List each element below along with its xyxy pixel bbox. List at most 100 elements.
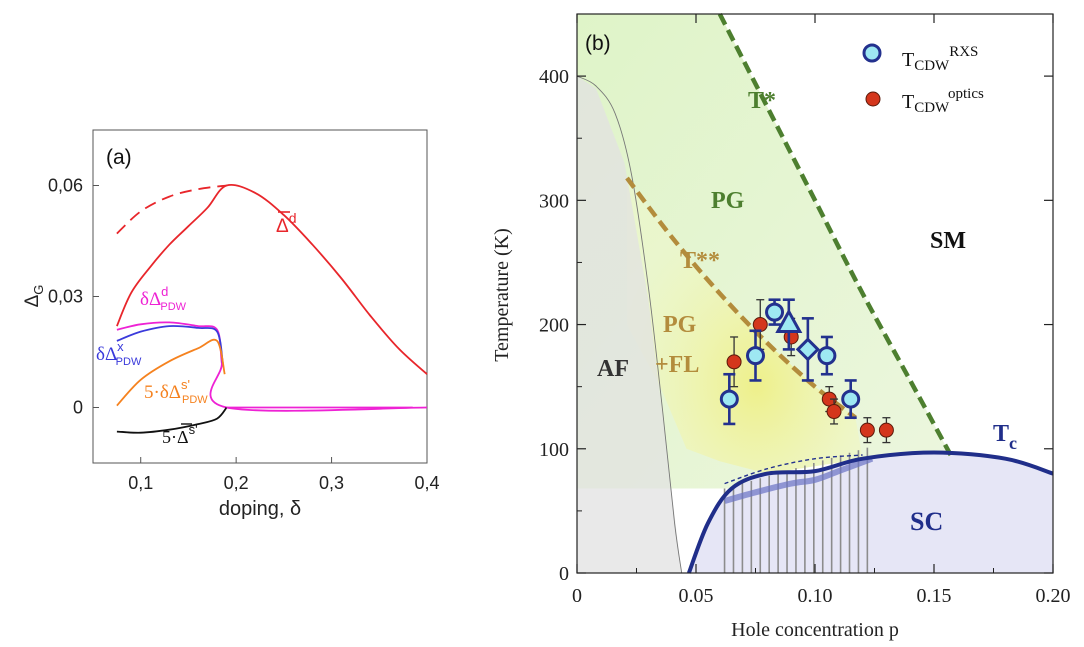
legend-rxs-marker <box>862 43 882 63</box>
panel-a-ylabel-main: Δ <box>22 294 43 307</box>
optics-point <box>726 354 742 370</box>
panel-a-ylabel: ΔG <box>22 285 46 308</box>
legend-optics-main: T <box>902 91 914 113</box>
legend-optics: TCDWoptics <box>902 86 984 116</box>
label-dspdw-main: 5·δΔ <box>144 382 181 403</box>
a-ytick-label-0: 0 <box>73 398 83 418</box>
panel-a-tag: (a) <box>106 146 132 169</box>
panel-a-lines <box>116 183 428 434</box>
optics-point <box>878 422 894 438</box>
region-sm: SM <box>930 228 966 254</box>
rxs-point-triangle <box>775 308 803 334</box>
panel-a-ticks: 0,1 0,2 0,3 0,4 0 0,03 0,06 <box>48 176 440 494</box>
b-xtick-label-4: 0.20 <box>1036 585 1071 607</box>
b-xtick-label-3: 0.15 <box>917 585 952 607</box>
tc-dashed <box>724 454 863 485</box>
label-ddpdw-sup: d <box>161 284 168 299</box>
legend-rxs-sup: RXS <box>949 44 978 60</box>
svg-text:ΔG: ΔG <box>22 285 46 308</box>
a-xtick-label-3: 0,4 <box>414 473 439 493</box>
panel-b-lines <box>625 12 1054 574</box>
optics-point <box>752 317 768 333</box>
legend-rxs: TCDWRXS <box>902 44 978 74</box>
label-dxpdw: δΔx PDW <box>96 339 142 368</box>
af-boundary <box>576 75 683 574</box>
b-ytick-label-3: 300 <box>539 190 569 212</box>
label-delta-d: Δd <box>276 210 297 237</box>
region-tc: Tc <box>993 421 1017 453</box>
b-ytick-label-4: 400 <box>539 66 569 88</box>
panel-b-ylabel: Temperature (K) <box>491 228 513 362</box>
a-series-3 <box>116 325 224 364</box>
rxs-point <box>841 389 861 409</box>
label-s-main: 5·Δ <box>162 427 189 447</box>
label-dspdw: 5·δΔs' PDW <box>144 377 208 406</box>
b-ytick-label-0: 0 <box>559 563 569 585</box>
b-xtick-label-1: 0.05 <box>679 585 714 607</box>
region-tc-sub: c <box>1009 433 1017 453</box>
panel-b-legend: TCDWRXS TCDWoptics <box>862 43 984 116</box>
panel-b-xlabel: Hole concentration p <box>731 619 899 641</box>
b-ytick-label-1: 100 <box>539 439 569 461</box>
b-xtick-label-0: 0 <box>572 585 582 607</box>
region-sc: SC <box>910 507 943 536</box>
legend-rxs-main: T <box>902 49 914 71</box>
label-s-sup: s' <box>189 422 198 437</box>
a-series-1 <box>116 184 227 235</box>
label-delta-d-main: Δ <box>276 216 289 237</box>
a-ytick-label-2: 0,06 <box>48 176 83 196</box>
region-sc-fill <box>688 452 1053 573</box>
cdw-band <box>723 455 874 504</box>
label-ddpdw: δΔd PDW <box>140 284 187 313</box>
optics-point <box>826 404 842 420</box>
rxs-point-diamond <box>795 337 820 362</box>
label-dxpdw-main: δΔ <box>96 344 117 365</box>
region-fl-fill <box>627 178 863 474</box>
b-line-1 <box>625 176 857 420</box>
legend-optics-marker <box>865 91 881 107</box>
label-ddpdw-sub: PDW <box>160 301 186 313</box>
rxs-point <box>817 346 837 366</box>
legend-optics-sup: optics <box>948 86 984 102</box>
a-series-2 <box>116 321 428 412</box>
b-line-2 <box>687 450 1054 574</box>
region-af-fill <box>577 76 682 573</box>
b-ytick-label-2: 200 <box>539 315 569 337</box>
region-pg-fl-1: PG <box>663 312 697 338</box>
svg-text:Δd: Δd <box>276 210 297 237</box>
optics-point <box>859 422 875 438</box>
legend-optics-sub: CDW <box>914 100 950 116</box>
legend-rxs-sub: CDW <box>914 58 950 74</box>
panel-b-ticks: 0 0.05 0.10 0.15 0.20 0 100 200 300 400 <box>539 14 1071 607</box>
region-af: AF <box>597 356 629 382</box>
rxs-point <box>746 346 765 366</box>
a-ytick-label-1: 0,03 <box>48 287 83 307</box>
region-tc-main: T <box>993 421 1009 447</box>
rxs-point <box>765 302 785 322</box>
region-tstarstar: T** <box>680 248 720 274</box>
a-xtick-label-1: 0,2 <box>224 473 249 493</box>
rxs-point <box>719 389 739 409</box>
region-pg-fl-2: +FL <box>655 352 699 378</box>
panel-a: 0,1 0,2 0,3 0,400,030,06 (a) doping, δ ΔG Δ… <box>22 129 440 520</box>
region-tstar: T* <box>748 88 776 114</box>
panel-b: 0 0.05 0.10 0.15 0.20 0 100 200 300 400 (b) Hole … <box>491 12 1071 641</box>
label-dspdw-sup: s' <box>181 377 190 392</box>
region-pg: PG <box>711 188 745 214</box>
a-series-4 <box>116 338 226 407</box>
label-dxpdw-sub: PDW <box>116 356 142 368</box>
a-xtick-label-0: 0,1 <box>128 473 153 493</box>
panel-b-regions <box>576 14 1053 574</box>
label-dxpdw-sup: x <box>117 339 124 354</box>
label-dspdw-sub: PDW <box>182 394 208 406</box>
a-series-5 <box>116 406 228 434</box>
b-xtick-label-2: 0.10 <box>798 585 833 607</box>
panel-a-xlabel: doping, δ <box>219 498 301 520</box>
panel-b-points <box>719 298 894 444</box>
a-xtick-label-2: 0,3 <box>319 473 344 493</box>
panel-a-ylabel-sub: G <box>31 285 46 295</box>
label-s-bar: 5·Δs' <box>162 422 198 447</box>
label-ddpdw-main: δΔ <box>140 289 161 310</box>
a-series-0 <box>116 183 428 375</box>
